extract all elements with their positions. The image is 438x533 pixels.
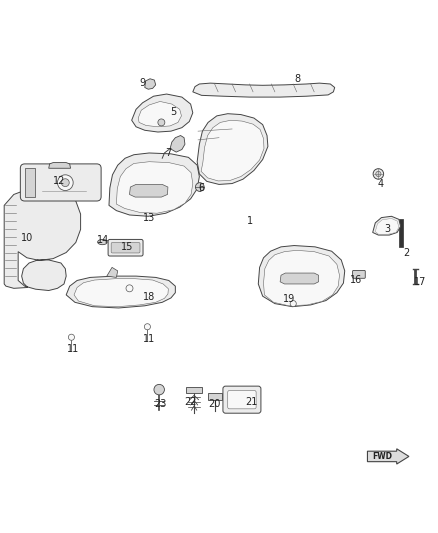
Polygon shape (132, 94, 193, 132)
Circle shape (373, 169, 384, 179)
Circle shape (57, 175, 73, 190)
Circle shape (290, 301, 296, 306)
Polygon shape (375, 219, 399, 234)
Polygon shape (258, 246, 345, 306)
Text: 2: 2 (404, 248, 410, 259)
Polygon shape (25, 168, 35, 197)
Text: 12: 12 (53, 176, 66, 187)
Polygon shape (66, 276, 175, 308)
Polygon shape (399, 220, 403, 247)
Polygon shape (49, 163, 71, 168)
Polygon shape (201, 120, 264, 181)
Ellipse shape (98, 239, 107, 245)
Polygon shape (186, 386, 202, 393)
FancyArrow shape (367, 449, 409, 464)
Polygon shape (197, 114, 268, 184)
Circle shape (61, 179, 69, 187)
Polygon shape (74, 279, 168, 306)
Circle shape (154, 384, 164, 395)
Text: 20: 20 (208, 399, 221, 409)
Circle shape (195, 183, 204, 191)
Circle shape (68, 334, 74, 340)
Polygon shape (373, 216, 401, 235)
Text: 19: 19 (283, 294, 295, 304)
Text: 15: 15 (121, 242, 134, 252)
Polygon shape (107, 268, 118, 277)
Text: 23: 23 (154, 399, 166, 409)
Text: 10: 10 (21, 233, 33, 243)
Text: 13: 13 (143, 214, 155, 223)
Circle shape (126, 285, 133, 292)
Text: FWD: FWD (373, 452, 393, 461)
Text: 6: 6 (198, 183, 205, 193)
Polygon shape (280, 273, 318, 284)
Polygon shape (264, 251, 339, 306)
Text: 9: 9 (140, 78, 146, 88)
Text: 11: 11 (67, 344, 79, 354)
FancyBboxPatch shape (108, 239, 143, 256)
Text: 5: 5 (170, 107, 176, 117)
FancyBboxPatch shape (20, 164, 101, 201)
Text: 14: 14 (97, 235, 110, 245)
Text: 11: 11 (143, 334, 155, 344)
Text: 16: 16 (350, 274, 363, 285)
Circle shape (158, 119, 165, 126)
FancyBboxPatch shape (223, 386, 261, 413)
Polygon shape (4, 188, 81, 290)
Polygon shape (109, 153, 199, 216)
Polygon shape (193, 83, 335, 97)
Circle shape (376, 171, 381, 176)
Text: 3: 3 (384, 224, 390, 235)
Polygon shape (130, 184, 168, 197)
Text: 22: 22 (184, 397, 197, 407)
Text: 17: 17 (413, 277, 426, 287)
FancyBboxPatch shape (228, 391, 256, 409)
Text: 4: 4 (378, 179, 384, 189)
Text: 8: 8 (294, 74, 300, 84)
Polygon shape (117, 161, 193, 213)
Polygon shape (145, 79, 155, 89)
Polygon shape (170, 135, 185, 152)
Text: 18: 18 (143, 292, 155, 302)
Text: 1: 1 (247, 216, 253, 225)
Text: 7: 7 (166, 148, 172, 158)
Polygon shape (208, 393, 222, 400)
Circle shape (145, 324, 150, 330)
Polygon shape (138, 101, 181, 127)
FancyBboxPatch shape (111, 243, 140, 253)
Text: 21: 21 (246, 397, 258, 407)
FancyBboxPatch shape (353, 270, 365, 278)
